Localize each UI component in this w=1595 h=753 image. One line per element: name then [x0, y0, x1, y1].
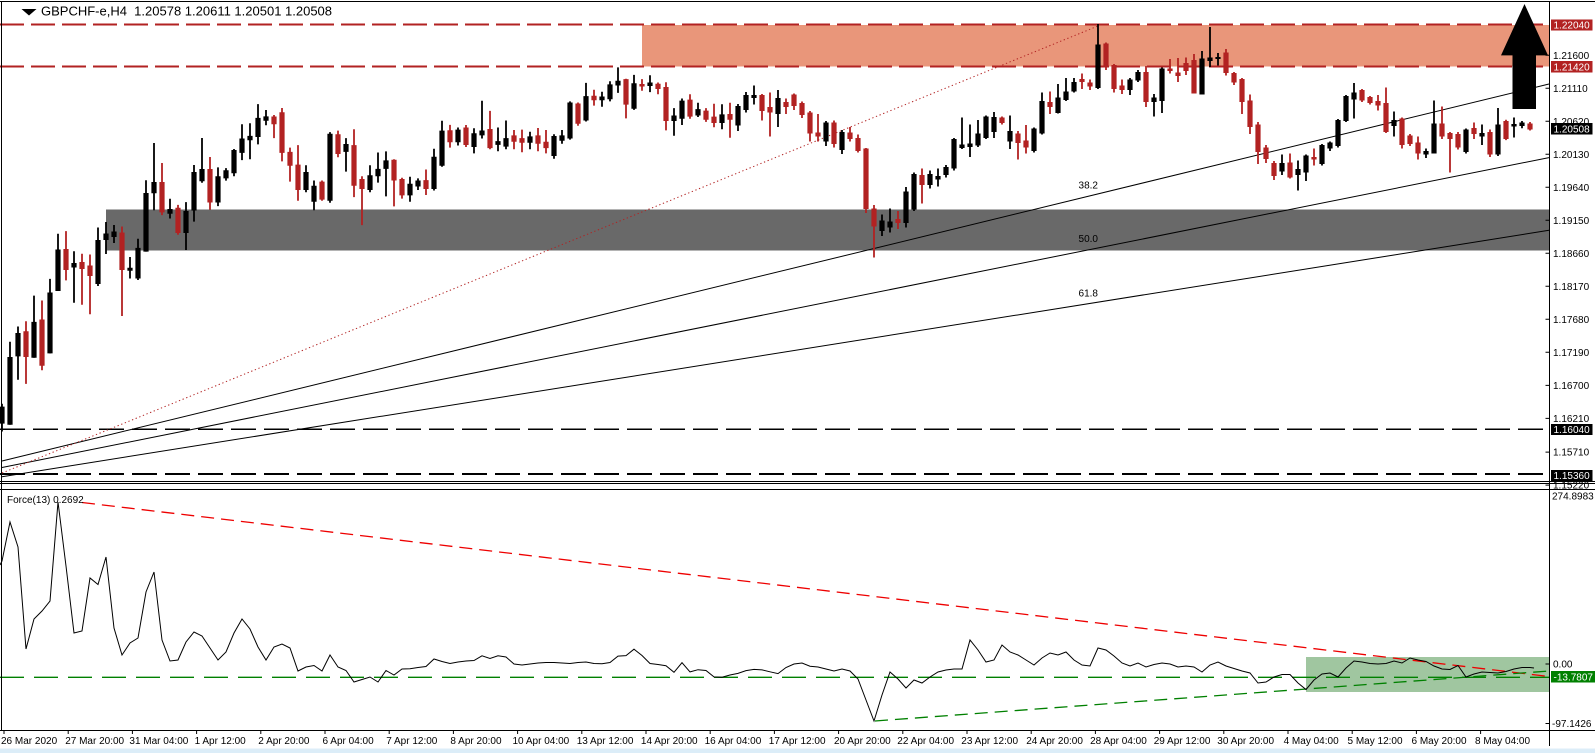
svg-text:1.21110: 1.21110 — [1553, 84, 1588, 95]
svg-text:31 Mar 04:00: 31 Mar 04:00 — [129, 736, 188, 747]
svg-text:5 May 12:00: 5 May 12:00 — [1348, 736, 1403, 747]
svg-text:1.18170: 1.18170 — [1553, 282, 1590, 293]
svg-text:8 Apr 20:00: 8 Apr 20:00 — [450, 736, 502, 747]
svg-text:1.19150: 1.19150 — [1553, 216, 1590, 227]
svg-text:-97.1426: -97.1426 — [1552, 719, 1592, 730]
svg-text:27 Mar 20:00: 27 Mar 20:00 — [65, 736, 124, 747]
svg-text:6 May 20:00: 6 May 20:00 — [1412, 736, 1467, 747]
svg-text:1.17190: 1.17190 — [1553, 348, 1590, 359]
svg-text:26 Mar 2020: 26 Mar 2020 — [1, 736, 58, 747]
svg-text:30 Apr 20:00: 30 Apr 20:00 — [1217, 736, 1274, 747]
svg-text:1.20620: 1.20620 — [1553, 117, 1590, 128]
svg-text:20 Apr 20:00: 20 Apr 20:00 — [834, 736, 891, 747]
svg-text:1.20130: 1.20130 — [1553, 150, 1590, 161]
svg-text:28 Apr 04:00: 28 Apr 04:00 — [1090, 736, 1147, 747]
svg-text:38.2: 38.2 — [1079, 181, 1099, 192]
svg-text:24 Apr 20:00: 24 Apr 20:00 — [1026, 736, 1083, 747]
svg-text:10 Apr 04:00: 10 Apr 04:00 — [513, 736, 570, 747]
svg-text:8 May 04:00: 8 May 04:00 — [1475, 736, 1530, 747]
svg-text:1.19640: 1.19640 — [1553, 183, 1590, 194]
svg-text:1.18660: 1.18660 — [1553, 249, 1590, 260]
svg-text:16 Apr 04:00: 16 Apr 04:00 — [705, 736, 762, 747]
svg-text:1.15710: 1.15710 — [1553, 448, 1590, 459]
svg-text:1.16210: 1.16210 — [1553, 414, 1590, 425]
svg-text:1.16700: 1.16700 — [1553, 381, 1590, 392]
svg-text:4 May 04:00: 4 May 04:00 — [1284, 736, 1339, 747]
svg-text:1.21600: 1.21600 — [1553, 51, 1590, 62]
svg-text:23 Apr 12:00: 23 Apr 12:00 — [961, 736, 1018, 747]
svg-text:22 Apr 04:00: 22 Apr 04:00 — [897, 736, 954, 747]
svg-text:1.21420: 1.21420 — [1554, 63, 1591, 74]
svg-text:1 Apr 12:00: 1 Apr 12:00 — [195, 736, 247, 747]
svg-text:0.00: 0.00 — [1553, 660, 1573, 671]
svg-text:1.16040: 1.16040 — [1554, 425, 1591, 436]
svg-text:50.0: 50.0 — [1079, 234, 1099, 245]
svg-text:Force(13) 0.2692: Force(13) 0.2692 — [7, 495, 84, 506]
svg-text:29 Apr 12:00: 29 Apr 12:00 — [1154, 736, 1211, 747]
svg-text:1.17680: 1.17680 — [1553, 315, 1590, 326]
svg-text:1.15360: 1.15360 — [1554, 471, 1591, 482]
svg-text:GBPCHF-e,H4 1.20578 1.20611 1: GBPCHF-e,H4 1.20578 1.20611 1.20501 1.20… — [41, 4, 332, 19]
svg-text:17 Apr 12:00: 17 Apr 12:00 — [769, 736, 826, 747]
svg-text:6 Apr 04:00: 6 Apr 04:00 — [323, 736, 375, 747]
svg-text:13 Apr 12:00: 13 Apr 12:00 — [577, 736, 634, 747]
svg-text:7 Apr 12:00: 7 Apr 12:00 — [386, 736, 438, 747]
svg-text:1.22040: 1.22040 — [1554, 21, 1591, 32]
svg-text:274.8983: 274.8983 — [1552, 492, 1594, 503]
svg-text:14 Apr 20:00: 14 Apr 20:00 — [641, 736, 698, 747]
svg-text:-13.7807: -13.7807 — [1554, 673, 1594, 684]
svg-text:1.20508: 1.20508 — [1554, 125, 1591, 136]
svg-text:61.8: 61.8 — [1079, 289, 1099, 300]
svg-text:2 Apr 20:00: 2 Apr 20:00 — [258, 736, 310, 747]
svg-text:1.15220: 1.15220 — [1553, 481, 1590, 492]
